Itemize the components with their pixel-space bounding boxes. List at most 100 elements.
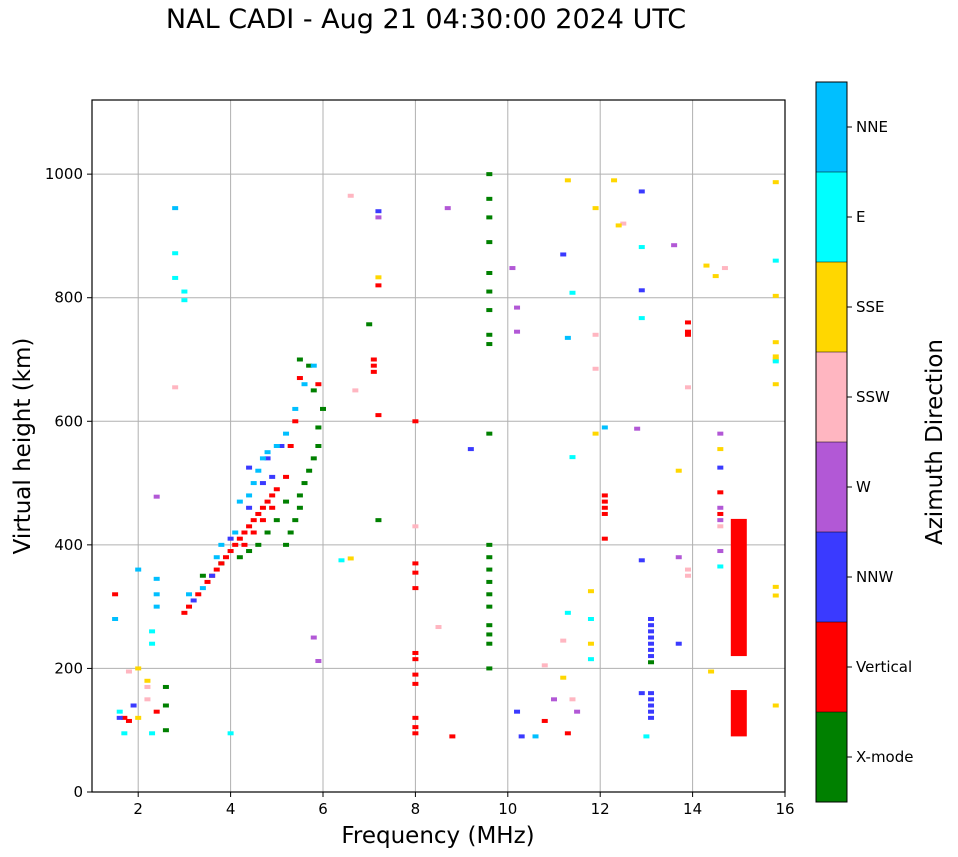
data-point-sse	[144, 678, 151, 683]
data-bar-vertical	[730, 518, 747, 657]
data-point-e	[638, 316, 645, 321]
data-point-vertical	[375, 413, 382, 418]
data-point-ssw	[592, 366, 599, 371]
data-point-vertical	[153, 709, 160, 714]
y-tick-label: 600	[54, 412, 83, 430]
data-point-vertical	[412, 715, 419, 720]
data-point-vertical	[218, 561, 225, 566]
data-point-vertical	[213, 567, 220, 572]
data-point-e	[121, 731, 128, 736]
data-point-vertical	[601, 511, 608, 516]
data-point-nne	[250, 481, 257, 486]
data-point-x-mode	[310, 456, 317, 461]
data-point-nne	[246, 493, 253, 498]
colorbar-segment-x-mode	[816, 712, 847, 802]
data-point-vertical	[296, 376, 303, 381]
data-point-x-mode	[486, 604, 493, 609]
data-point-x-mode	[246, 549, 253, 554]
data-point-ssw	[620, 221, 627, 226]
data-point-sse	[615, 223, 622, 228]
data-point-x-mode	[486, 332, 493, 337]
grid-lines	[92, 100, 786, 793]
data-point-nnw	[648, 623, 655, 628]
data-point-x-mode	[486, 308, 493, 313]
data-point-nnw	[518, 734, 525, 739]
x-tick-label: 6	[318, 800, 328, 818]
data-point-nne	[301, 382, 308, 387]
axis-ticks: 2 4 6 8 10 12 14 16 0 200 400 600 800 1000	[45, 165, 795, 818]
x-tick-label: 16	[775, 800, 794, 818]
data-point-w	[444, 206, 451, 211]
colorbar-tick-label: E	[856, 208, 865, 226]
data-point-x-mode	[264, 530, 271, 535]
data-point-ssw	[560, 638, 567, 643]
data-point-nne	[273, 444, 280, 448]
data-point-vertical	[227, 549, 234, 554]
data-point-x-mode	[366, 322, 373, 327]
data-point-nne	[264, 450, 271, 455]
data-point-vertical	[259, 505, 266, 510]
data-point-vertical	[412, 561, 419, 566]
colorbar-segment-e	[816, 172, 847, 262]
data-point-w	[375, 215, 382, 220]
data-point-sse	[675, 468, 682, 473]
data-point-sse	[587, 641, 594, 646]
data-point-nnw	[648, 641, 655, 646]
data-marks	[112, 172, 779, 739]
data-point-e	[587, 657, 594, 662]
data-point-x-mode	[486, 342, 493, 347]
data-point-nnw	[648, 654, 655, 659]
data-point-x-mode	[486, 623, 493, 628]
data-point-sse	[772, 293, 779, 298]
data-point-x-mode	[486, 592, 493, 597]
data-point-x-mode	[486, 567, 493, 572]
data-point-sse	[135, 715, 142, 720]
data-point-e	[181, 289, 188, 294]
data-point-vertical	[195, 592, 202, 597]
data-point-e	[717, 564, 724, 569]
data-point-vertical	[541, 718, 548, 723]
data-point-ssw	[412, 524, 419, 529]
data-point-vertical	[370, 363, 377, 368]
data-point-nne	[186, 592, 193, 597]
x-tick-label: 10	[498, 800, 517, 818]
data-point-vertical	[283, 474, 290, 479]
data-point-sse	[560, 675, 567, 680]
x-tick-label: 4	[226, 800, 236, 818]
data-point-vertical	[412, 725, 419, 730]
y-axis-label: Virtual height (km)	[10, 338, 36, 555]
data-point-vertical	[412, 657, 419, 662]
colorbar-segment-w	[816, 442, 847, 532]
data-point-nnw	[467, 447, 474, 452]
colorbar-segment-nne	[816, 82, 847, 172]
data-point-e	[569, 455, 576, 460]
colorbar-segment-sse	[816, 262, 847, 352]
data-point-vertical	[412, 672, 419, 677]
data-point-e	[181, 298, 188, 303]
data-point-nnw	[264, 456, 271, 461]
y-tick-label: 400	[54, 536, 83, 554]
data-point-ssw	[684, 573, 691, 578]
data-point-sse	[772, 354, 779, 359]
data-point-x-mode	[255, 542, 262, 547]
data-point-vertical	[250, 518, 257, 523]
data-point-x-mode	[162, 728, 169, 733]
data-point-nnw	[717, 465, 724, 470]
colorbar-segment-nnw	[816, 532, 847, 622]
data-point-vertical	[259, 518, 266, 523]
data-point-nne	[532, 734, 539, 739]
data-point-x-mode	[486, 240, 493, 245]
data-point-vertical	[601, 505, 608, 510]
data-point-ssw	[352, 388, 359, 393]
data-point-nne	[199, 586, 206, 591]
data-point-e	[338, 558, 345, 563]
data-point-w	[717, 518, 724, 523]
data-point-ssw	[144, 697, 151, 702]
data-point-vertical	[601, 493, 608, 498]
data-point-ssw	[347, 193, 354, 198]
data-point-e	[172, 275, 179, 280]
data-point-ssw	[592, 332, 599, 337]
y-tick-label: 200	[54, 659, 83, 677]
colorbar-frame	[815, 81, 848, 803]
